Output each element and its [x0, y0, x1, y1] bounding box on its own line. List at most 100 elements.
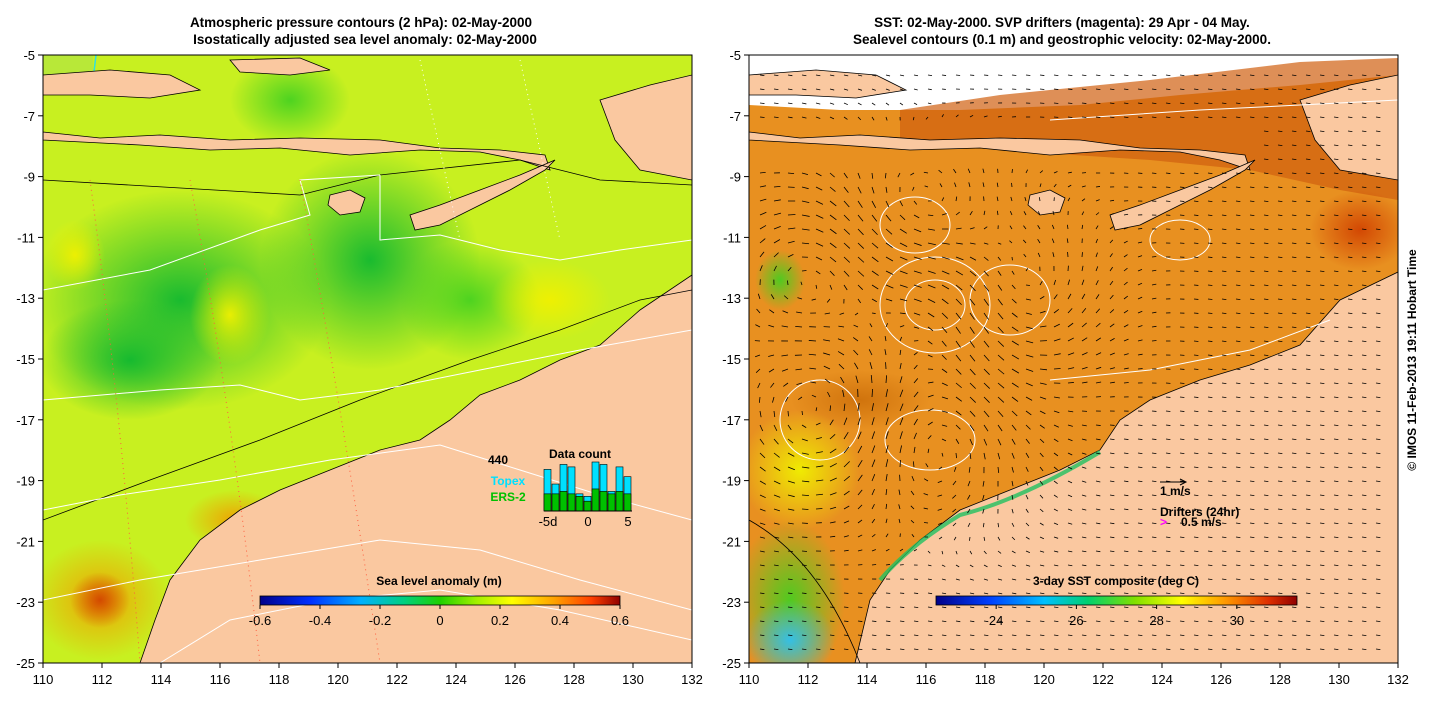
velocity-arrow — [925, 463, 929, 468]
velocity-arrow — [923, 171, 929, 174]
velocity-arrow — [1319, 564, 1325, 567]
velocity-arrow — [885, 634, 891, 637]
velocity-arrow — [871, 417, 875, 426]
velocity-arrow — [937, 508, 943, 511]
velocity-arrow — [842, 390, 845, 398]
velocity-arrow — [1151, 256, 1157, 258]
velocity-arrow — [1081, 578, 1087, 581]
velocity-arrow — [871, 200, 877, 208]
velocity-arrow — [885, 459, 889, 468]
velocity-arrow — [969, 326, 975, 334]
velocity-arrow — [758, 396, 761, 403]
right-y-tick-label: -21 — [722, 534, 741, 549]
velocity-arrow — [1109, 199, 1115, 202]
velocity-arrow — [1053, 294, 1058, 300]
velocity-arrow — [1025, 284, 1030, 286]
velocity-arrow — [1347, 438, 1353, 441]
velocity-arrow — [1249, 270, 1255, 273]
velocity-arrow — [1207, 298, 1213, 300]
velocity-arrow — [1291, 648, 1297, 651]
velocity-arrow — [1305, 270, 1311, 273]
velocity-arrow — [1263, 172, 1269, 175]
velocity-arrow — [1025, 452, 1030, 459]
velocity-arrow — [801, 466, 810, 469]
velocity-arrow — [1039, 410, 1046, 415]
velocity-arrow — [1291, 326, 1297, 329]
velocity-arrow — [1319, 368, 1325, 371]
velocity-arrow — [1277, 410, 1283, 413]
velocity-arrow — [1025, 326, 1033, 330]
velocity-arrow — [1109, 592, 1115, 595]
velocity-arrow — [843, 403, 846, 412]
velocity-arrow — [871, 459, 876, 468]
velocity-arrow — [927, 228, 936, 231]
velocity-arrow — [1151, 102, 1157, 105]
velocity-arrow — [1193, 438, 1199, 441]
velocity-arrow — [899, 102, 904, 106]
velocity-arrow — [1375, 354, 1381, 357]
velocity-arrow — [871, 256, 879, 263]
velocity-arrow — [1249, 228, 1255, 231]
velocity-arrow — [1249, 172, 1255, 175]
velocity-arrow — [815, 606, 821, 608]
velocity-arrow — [815, 648, 821, 651]
velocity-arrow — [1151, 88, 1157, 91]
velocity-arrow — [1081, 564, 1087, 567]
velocity-arrow — [1053, 466, 1058, 471]
velocity-arrow — [815, 200, 824, 205]
right-colorbar-label: 3-day SST composite (deg C) — [1033, 574, 1199, 588]
velocity-arrow — [1319, 102, 1325, 105]
velocity-arrow — [1081, 606, 1087, 609]
velocity-arrow — [1067, 648, 1073, 651]
velocity-arrow — [885, 228, 893, 235]
velocity-arrow — [1347, 634, 1353, 637]
velocity-arrow — [1067, 293, 1072, 300]
velocity-arrow — [1151, 606, 1157, 609]
velocity-arrow — [927, 74, 933, 77]
velocity-arrow — [1263, 410, 1269, 413]
velocity-arrow — [967, 168, 971, 174]
velocity-arrow — [997, 270, 1002, 276]
velocity-arrow — [899, 270, 908, 275]
velocity-arrow — [1263, 536, 1269, 539]
velocity-arrow — [1025, 298, 1031, 301]
velocity-arrow — [1193, 368, 1199, 370]
velocity-arrow — [1067, 352, 1075, 356]
velocity-arrow — [913, 74, 919, 77]
velocity-arrow — [1165, 620, 1171, 623]
velocity-arrow — [1291, 88, 1297, 91]
velocity-arrow — [1081, 224, 1084, 230]
velocity-arrow — [1165, 466, 1171, 469]
velocity-arrow — [843, 490, 850, 496]
velocity-arrow — [885, 214, 892, 222]
velocity-arrow — [941, 424, 948, 427]
velocity-arrow — [1235, 270, 1241, 273]
velocity-arrow — [1053, 452, 1059, 457]
velocity-arrow — [773, 239, 781, 244]
velocity-arrow — [787, 410, 789, 417]
velocity-arrow — [1347, 214, 1353, 217]
velocity-arrow — [829, 214, 837, 221]
velocity-arrow — [1305, 340, 1311, 343]
velocity-arrow — [1305, 396, 1311, 399]
right-title: SST: 02-May-2000. SVP drifters (magenta)… — [874, 15, 1250, 30]
velocity-arrow — [1081, 265, 1084, 272]
velocity-arrow — [1291, 578, 1297, 581]
velocity-arrow — [899, 648, 905, 651]
velocity-arrow — [997, 620, 1003, 623]
velocity-arrow — [759, 74, 765, 77]
velocity-arrow — [941, 340, 947, 347]
velocity-arrow — [1081, 322, 1087, 328]
velocity-arrow — [1333, 74, 1339, 77]
velocity-arrow — [1375, 648, 1381, 651]
velocity-arrow — [938, 522, 943, 525]
velocity-arrow — [1249, 102, 1255, 105]
velocity-arrow — [1277, 116, 1283, 119]
count-bar-ers2 — [615, 491, 624, 512]
velocity-arrow — [1277, 242, 1283, 245]
velocity-arrow — [1193, 606, 1199, 609]
velocity-arrow — [1179, 88, 1185, 91]
velocity-arrow — [1263, 592, 1269, 595]
velocity-arrow — [913, 284, 922, 288]
velocity-arrow — [983, 226, 988, 230]
